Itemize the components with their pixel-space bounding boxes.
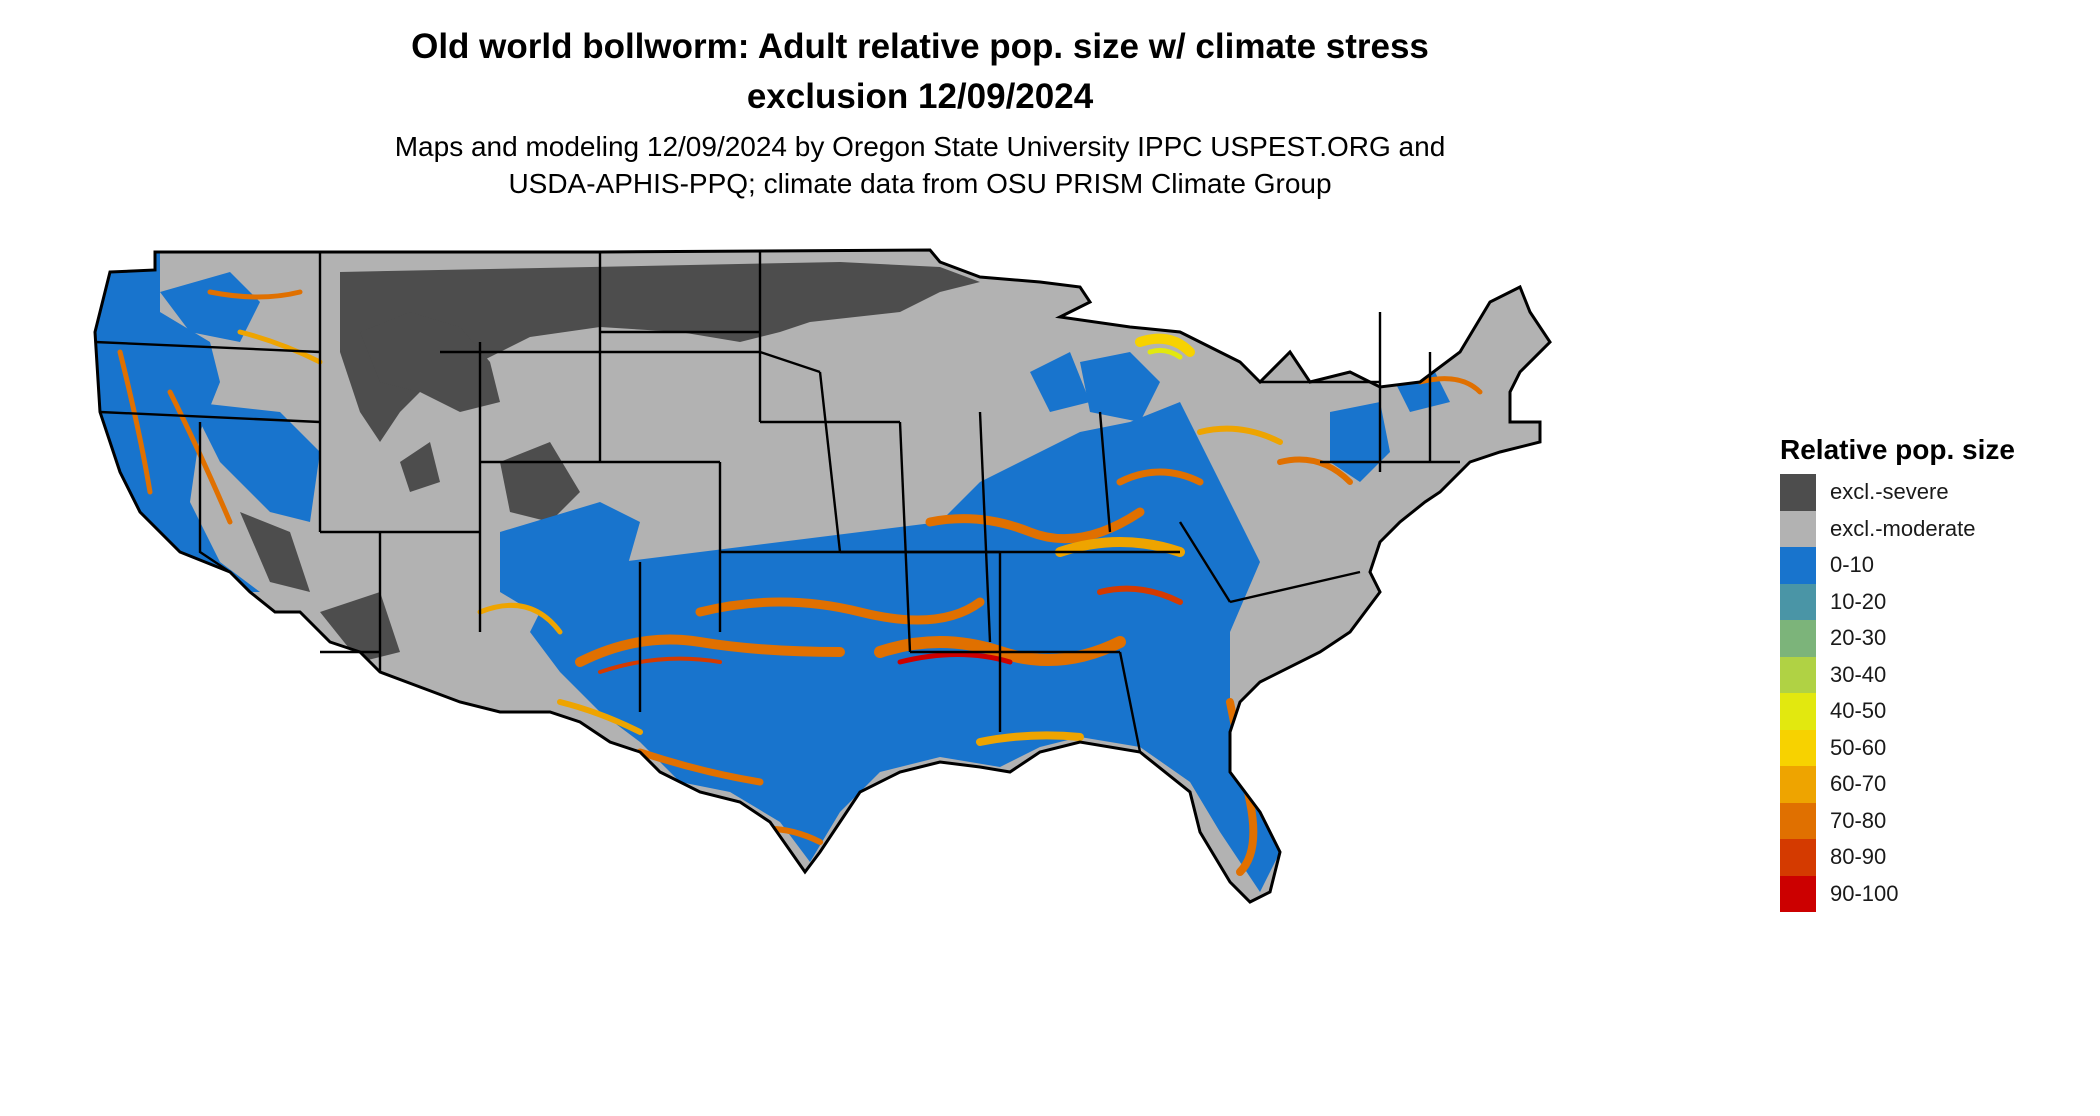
- map-subtitle: Maps and modeling 12/09/2024 by Oregon S…: [0, 128, 1840, 202]
- legend-items: excl.-severe excl.-moderate 0-10 10-20 20-30…: [1780, 474, 2080, 912]
- us-map: [93, 248, 1552, 904]
- legend-label: excl.-severe: [1830, 479, 1949, 505]
- legend-item: 30-40: [1780, 656, 2080, 693]
- legend-swatch: [1780, 547, 1816, 584]
- legend-item: 60-70: [1780, 766, 2080, 803]
- legend-label: 30-40: [1830, 661, 1887, 687]
- map-raster: [95, 250, 1550, 902]
- map-subtitle-line-1: Maps and modeling 12/09/2024 by Oregon S…: [394, 131, 1446, 162]
- map-subtitle-line-2: USDA-APHIS-PPQ; climate data from OSU PR…: [508, 168, 1332, 199]
- legend-label: 60-70: [1830, 771, 1887, 797]
- legend-label: excl.-moderate: [1830, 515, 1976, 541]
- legend-swatch: [1780, 620, 1816, 657]
- legend-label: 20-30: [1830, 625, 1887, 651]
- legend-swatch: [1780, 802, 1816, 839]
- legend-swatch: [1780, 656, 1816, 693]
- legend-label: 40-50: [1830, 698, 1887, 724]
- legend-swatch: [1780, 510, 1816, 547]
- legend-item: 90-100: [1780, 875, 2080, 912]
- legend-swatch: [1780, 766, 1816, 803]
- map-title: Old world bollworm: Adult relative pop. …: [0, 22, 1840, 122]
- legend-swatch: [1780, 729, 1816, 766]
- legend-label: 10-20: [1830, 588, 1887, 614]
- map-title-line-1: Old world bollworm: Adult relative pop. …: [411, 27, 1429, 66]
- map-title-line-2: exclusion 12/09/2024: [746, 77, 1094, 116]
- legend-item: 40-50: [1780, 693, 2080, 730]
- legend-item: 80-90: [1780, 839, 2080, 876]
- legend-item: 50-60: [1780, 729, 2080, 766]
- legend-item: excl.-severe: [1780, 474, 2080, 511]
- legend-swatch: [1780, 474, 1816, 511]
- legend-label: 0-10: [1830, 552, 1875, 578]
- legend-swatch: [1780, 693, 1816, 730]
- legend-item: 10-20: [1780, 583, 2080, 620]
- legend-label: 70-80: [1830, 807, 1887, 833]
- legend-label: 80-90: [1830, 844, 1887, 870]
- legend-swatch: [1780, 839, 1816, 876]
- legend-item: 0-10: [1780, 547, 2080, 584]
- legend-item: 20-30: [1780, 620, 2080, 657]
- legend-swatch: [1780, 583, 1816, 620]
- us-outline: [93, 248, 1552, 904]
- legend-item: excl.-moderate: [1780, 510, 2080, 547]
- legend-item: 70-80: [1780, 802, 2080, 839]
- legend: Relative pop. size excl.-severe excl.-mod…: [1780, 432, 2080, 912]
- legend-swatch: [1780, 875, 1816, 912]
- legend-title: Relative pop. size: [1780, 434, 2015, 465]
- state-boundaries: [94, 252, 1460, 753]
- legend-label: 50-60: [1830, 734, 1887, 760]
- legend-label: 90-100: [1830, 880, 1899, 906]
